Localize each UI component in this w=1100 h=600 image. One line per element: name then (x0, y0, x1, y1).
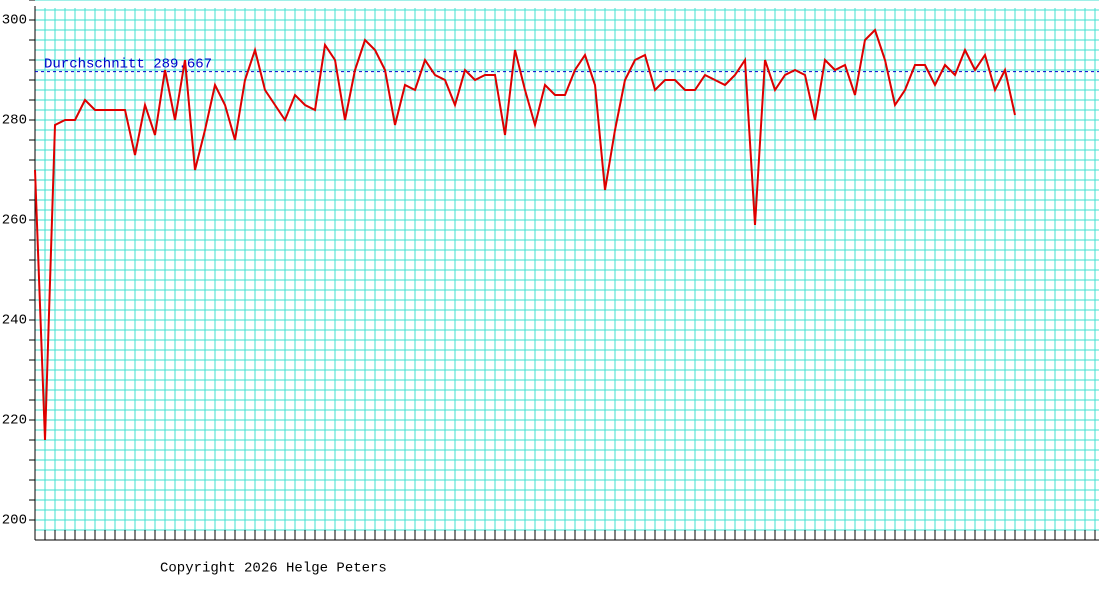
y-tick-label: 200 (2, 513, 27, 529)
y-tick-label: 280 (2, 113, 27, 129)
y-tick-label: 300 (2, 13, 27, 29)
footer: Copyright 2026 Helge Peters (160, 561, 387, 577)
y-tick-label: 240 (2, 313, 27, 329)
y-tick-label: 220 (2, 413, 27, 429)
average-label: Durchschnitt 289.667 (44, 56, 212, 72)
series-line (34, 28, 1016, 441)
y-tick-label: 260 (2, 213, 27, 229)
